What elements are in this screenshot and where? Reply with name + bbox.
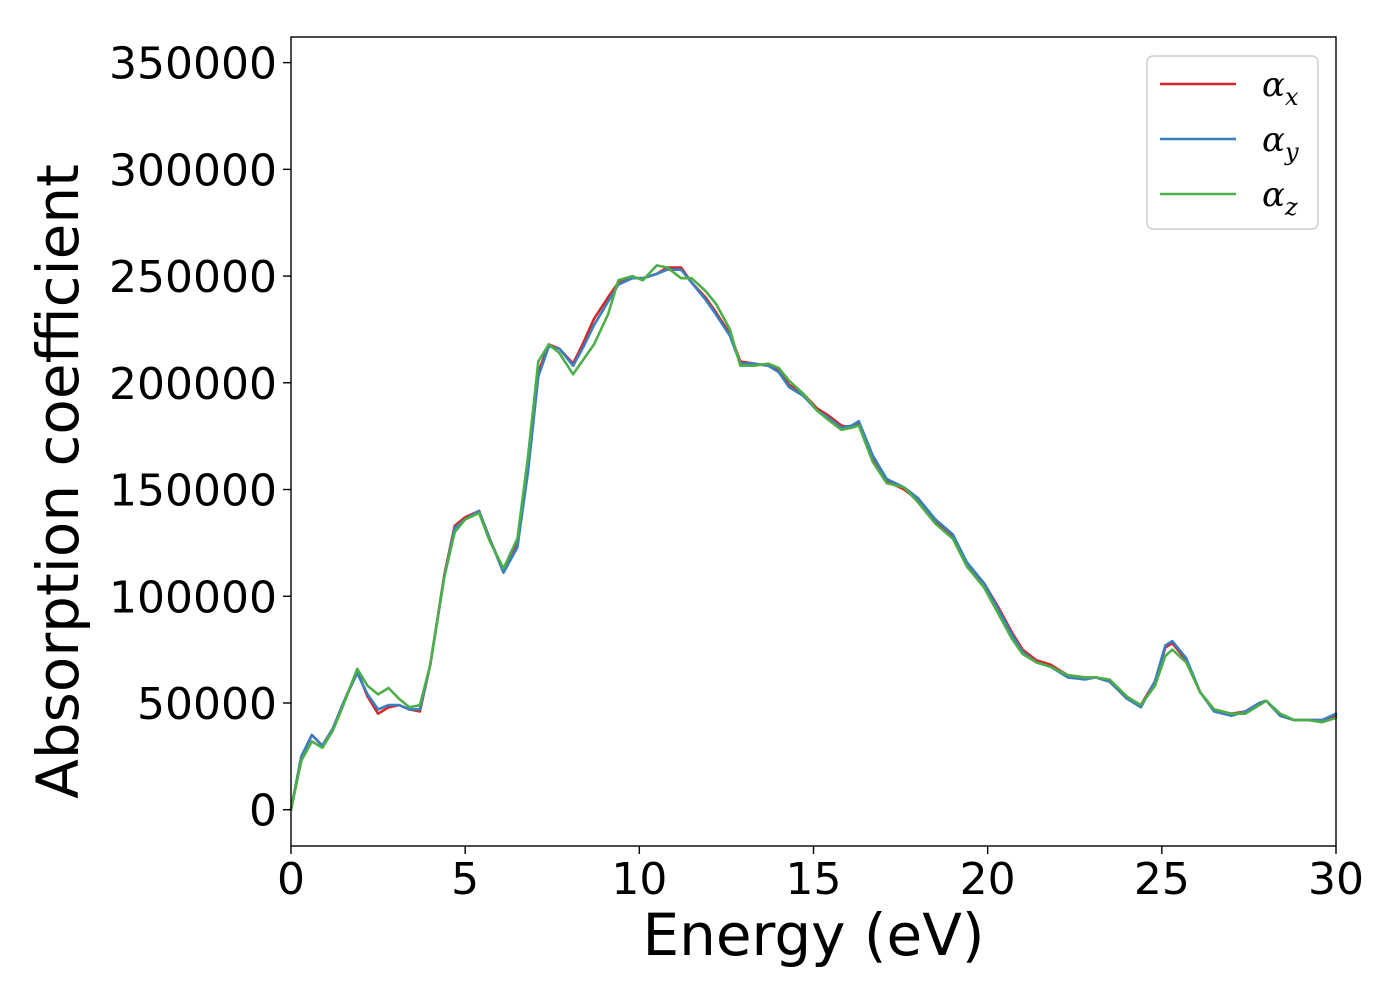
y-tick-label: 0 [249,786,277,837]
x-axis: 0 5 10 15 20 25 30 [277,846,1364,905]
series-line-α-x [289,266,1338,811]
x-tick-label: 20 [960,854,1016,905]
y-tick-label: 300000 [109,145,277,196]
y-tick-label: 350000 [109,39,277,90]
series-layer [289,264,1338,811]
x-tick-label: 10 [611,854,667,905]
legend-box [1146,55,1319,230]
series-line-α-y [289,268,1338,811]
legend-subscript-x: x [1285,83,1299,111]
y-tick-label: 50000 [137,679,277,730]
x-tick-label: 25 [1134,854,1190,905]
y-tick-label: 250000 [109,252,277,303]
x-tick-label: 30 [1308,854,1364,905]
x-tick-label: 5 [451,854,479,905]
y-tick-label: 150000 [109,466,277,517]
legend-label-y: αy [1262,120,1299,166]
legend-subscript-y: y [1284,138,1299,166]
y-tick-label: 200000 [109,359,277,410]
legend-label-x: αx [1262,65,1299,111]
series-line-α-z [289,264,1338,811]
x-tick-label: 0 [277,854,305,905]
legend-subscript-z: z [1284,193,1298,221]
y-tick-label: 100000 [109,572,277,623]
y-axis-title: Absorption coefficient [24,164,92,799]
x-axis-title: Energy (eV) [642,901,984,969]
y-axis: 0 50000 100000 150000 200000 250000 300000 3500… [109,39,291,837]
x-tick-label: 15 [786,854,842,905]
